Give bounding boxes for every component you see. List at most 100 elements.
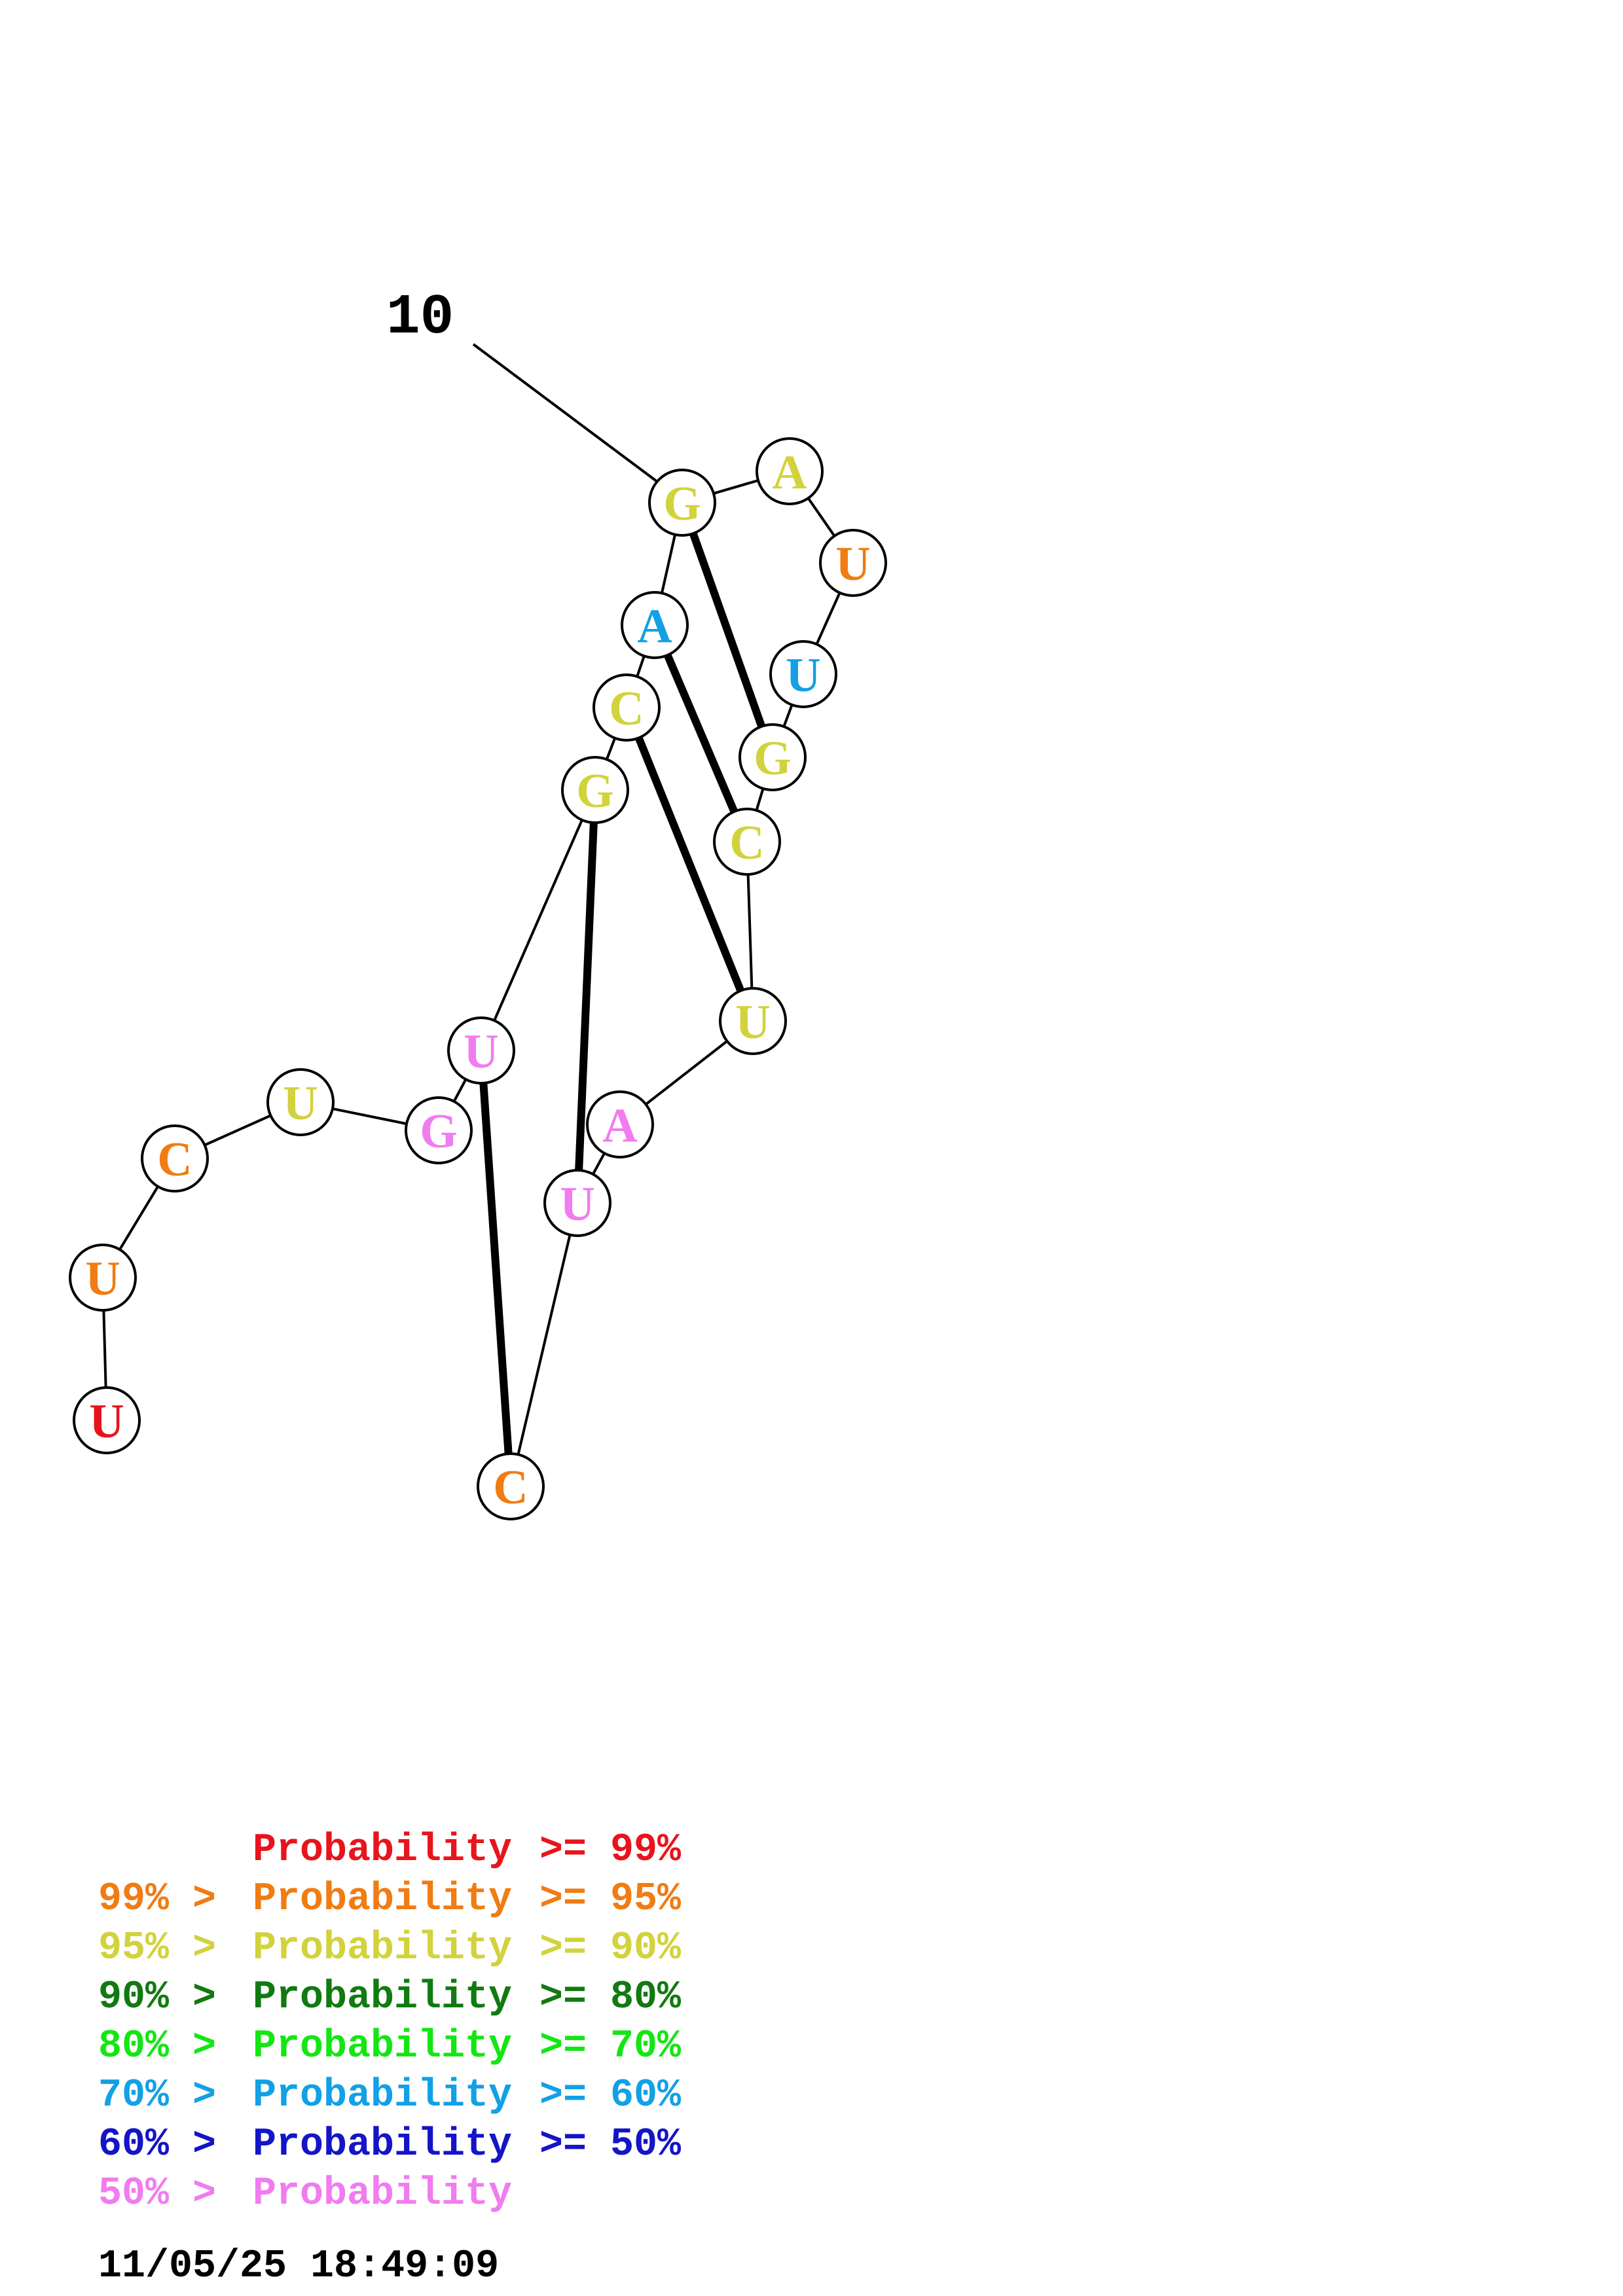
legend-label: Probability xyxy=(253,1877,512,1922)
nucleotide-letter: U xyxy=(283,1077,318,1130)
nucleotide-16: U xyxy=(719,987,787,1055)
nucleotide-letter: U xyxy=(464,1025,498,1079)
legend-row: 50% > Probability xyxy=(98,2172,512,2216)
nucleotide-circle xyxy=(719,987,787,1055)
legend-row: 95% > Probability >= 90% xyxy=(98,1926,682,1971)
nucleotide-letter: A xyxy=(602,1099,637,1153)
nucleotide-1: U xyxy=(73,1386,141,1454)
legend-row: 80% > Probability >= 70% xyxy=(98,2024,682,2069)
backbone-segment xyxy=(480,789,596,1051)
nucleotide-circle xyxy=(648,469,716,537)
nucleotide-2: U xyxy=(69,1244,137,1312)
nucleotide-letter: U xyxy=(560,1177,594,1231)
probability-legend: Probability >= 99%99% > Probability >= 95%9… xyxy=(98,1828,682,2216)
base-pair-bond xyxy=(574,789,599,1204)
legend-threshold: >= 99% xyxy=(539,1828,682,1873)
legend-row: 99% > Probability >= 95% xyxy=(98,1877,682,1922)
nucleotide-10: G xyxy=(648,469,716,537)
legend-prefix: 60% > xyxy=(98,2123,216,2167)
legend-prefix: 99% > xyxy=(98,1877,216,1922)
nucleotide-letter: U xyxy=(89,1395,124,1448)
legend-row: 70% > Probability >= 60% xyxy=(98,2073,682,2118)
nucleotide-letter: C xyxy=(493,1461,528,1515)
nucleotide-13: U xyxy=(769,640,837,708)
nucleotide-letter: U xyxy=(85,1252,120,1306)
legend-row: Probability >= 99% xyxy=(253,1828,682,1873)
nucleotide-circle xyxy=(756,437,824,505)
legend-threshold: >= 50% xyxy=(539,2123,682,2167)
nucleotide-letter: G xyxy=(420,1105,458,1158)
nucleotide-letter: C xyxy=(157,1133,192,1187)
nucleotide-circle xyxy=(543,1169,611,1237)
nucleotide-circle xyxy=(586,1090,654,1158)
legend-row: 90% > Probability >= 80% xyxy=(98,1975,682,2020)
legend-prefix: 50% > xyxy=(98,2172,216,2216)
nucleotide-11: A xyxy=(756,437,824,505)
nucleotide-7: G xyxy=(561,756,629,824)
nucleotide-3: C xyxy=(141,1124,209,1193)
nucleotide-circle xyxy=(266,1068,335,1136)
nucleotide-letter: G xyxy=(663,477,701,531)
nucleotide-circle xyxy=(561,756,629,824)
nucleotide-letter: A xyxy=(637,600,672,653)
legend-label: Probability xyxy=(253,2123,512,2167)
backbone-lines xyxy=(101,470,854,1487)
nucleotide-6: U xyxy=(447,1016,515,1085)
legend-label: Probability xyxy=(253,2073,512,2118)
nucleotide-circle xyxy=(593,673,661,742)
legend-prefix: 95% > xyxy=(98,1926,216,1971)
legend-row: 60% > Probability >= 50% xyxy=(98,2123,682,2167)
legend-prefix: 70% > xyxy=(98,2073,216,2118)
legend-threshold: >= 95% xyxy=(539,1877,682,1922)
nucleotide-letter: G xyxy=(576,764,614,818)
nucleotide-19: C xyxy=(477,1452,545,1520)
nucleotide-8: C xyxy=(593,673,661,742)
legend-threshold: >= 90% xyxy=(539,1926,682,1971)
nucleotide-circle xyxy=(713,808,781,876)
nucleotide-letter: A xyxy=(772,446,807,499)
nucleotide-circle xyxy=(769,640,837,708)
nucleotide-letter: C xyxy=(609,682,644,736)
base-pair-bond xyxy=(651,623,751,844)
nucleotide-letter: G xyxy=(754,732,792,785)
nucleotide-5: G xyxy=(405,1096,473,1164)
base-pair-bond xyxy=(678,501,776,759)
legend-label: Probability xyxy=(253,1975,512,2020)
nucleotide-18: U xyxy=(543,1169,611,1237)
nucleotide-circle xyxy=(405,1096,473,1164)
legend-label: Probability xyxy=(253,1828,512,1873)
legend-label: Probability xyxy=(253,1926,512,1971)
legend-threshold: >= 60% xyxy=(539,2073,682,2118)
nucleotide-9: A xyxy=(621,591,689,659)
legend-label: Probability xyxy=(253,2172,512,2216)
nucleotide-4: U xyxy=(266,1068,335,1136)
nucleotide-letter: U xyxy=(786,649,820,702)
base-pair-bond xyxy=(623,706,757,1023)
legend-threshold: >= 80% xyxy=(539,1975,682,2020)
nucleotide-circle xyxy=(73,1386,141,1454)
nucleotide-17: A xyxy=(586,1090,654,1158)
legend-prefix: 80% > xyxy=(98,2024,216,2069)
legend-label: Probability xyxy=(253,2024,512,2069)
legend-threshold: >= 70% xyxy=(539,2024,682,2069)
nucleotide-circle xyxy=(739,723,807,791)
nucleotide-15: C xyxy=(713,808,781,876)
nucleotide-circle xyxy=(621,591,689,659)
nucleotide-circle xyxy=(69,1244,137,1312)
nucleotide-14: G xyxy=(739,723,807,791)
position-tick-line xyxy=(472,343,664,487)
nucleotide-letter: C xyxy=(729,816,764,870)
nucleotide-circle xyxy=(141,1124,209,1193)
base-pair-lines xyxy=(477,501,776,1487)
nucleotide-circle xyxy=(447,1016,515,1085)
legend-prefix: 90% > xyxy=(98,1975,216,2020)
base-pair-bond xyxy=(477,1050,515,1487)
position-label: 10 xyxy=(386,285,454,350)
nucleotide-circle xyxy=(477,1452,545,1520)
timestamp: 11/05/25 18:49:09 xyxy=(98,2244,499,2289)
nucleotide-circle xyxy=(819,529,887,597)
nucleotide-letter: U xyxy=(735,996,770,1049)
backbone-segment xyxy=(509,1202,579,1487)
